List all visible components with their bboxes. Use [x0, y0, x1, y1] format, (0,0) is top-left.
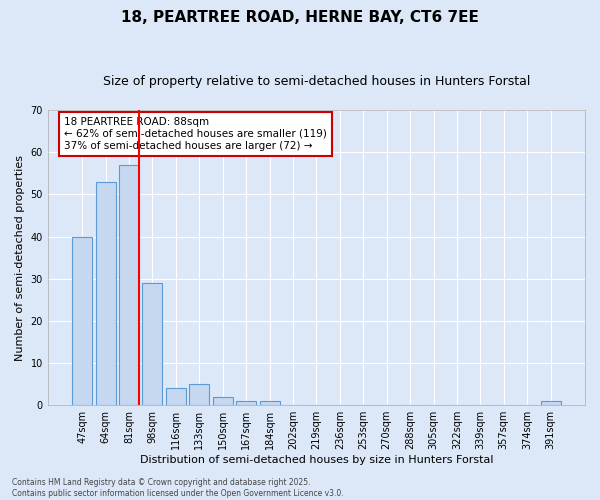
Bar	[166, 388, 186, 405]
Text: 18 PEARTREE ROAD: 88sqm
← 62% of semi-detached houses are smaller (119)
37% of s: 18 PEARTREE ROAD: 88sqm ← 62% of semi-de…	[64, 118, 327, 150]
X-axis label: Distribution of semi-detached houses by size in Hunters Forstal: Distribution of semi-detached houses by …	[140, 455, 493, 465]
Y-axis label: Number of semi-detached properties: Number of semi-detached properties	[15, 154, 25, 360]
Bar	[260, 401, 280, 405]
Bar	[142, 283, 163, 405]
Bar	[190, 384, 209, 405]
Bar	[119, 165, 139, 405]
Bar	[95, 182, 116, 405]
Text: Contains HM Land Registry data © Crown copyright and database right 2025.
Contai: Contains HM Land Registry data © Crown c…	[12, 478, 344, 498]
Title: Size of property relative to semi-detached houses in Hunters Forstal: Size of property relative to semi-detach…	[103, 75, 530, 88]
Bar	[213, 397, 233, 405]
Bar	[72, 236, 92, 405]
Bar	[541, 401, 560, 405]
Text: 18, PEARTREE ROAD, HERNE BAY, CT6 7EE: 18, PEARTREE ROAD, HERNE BAY, CT6 7EE	[121, 10, 479, 25]
Bar	[236, 401, 256, 405]
